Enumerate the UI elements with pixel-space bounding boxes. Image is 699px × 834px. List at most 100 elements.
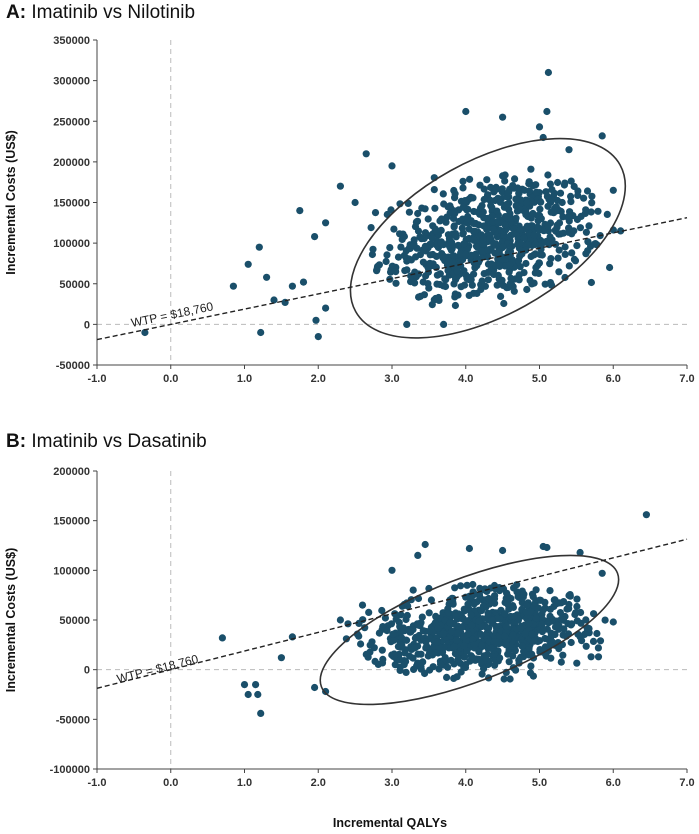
scatter-point [466,175,474,183]
scatter-point [510,612,518,621]
scatter-point [536,205,544,213]
panel-a-confidence-ellipse [349,137,627,339]
scatter-point [515,276,523,284]
scatter-point [561,273,569,282]
panel-b-scatter-points [218,511,651,718]
scatter-point [397,628,405,636]
scatter-point [554,178,562,187]
scatter-point [534,637,542,646]
scatter-point [428,651,437,659]
scatter-point [496,587,504,595]
panel-a-y-tick-label: 100000 [53,238,90,250]
scatter-point [527,608,535,616]
scatter-point [405,208,413,216]
scatter-point [431,204,439,212]
scatter-point [396,622,404,631]
scatter-point [400,232,408,241]
scatter-point [539,625,548,634]
scatter-point [391,661,399,669]
scatter-point [573,595,581,603]
scatter-point [417,662,425,671]
scatter-point [375,261,383,269]
scatter-point [475,617,483,625]
scatter-point [311,233,319,241]
scatter-point [529,593,537,601]
scatter-point [496,654,504,662]
scatter-point [491,599,499,607]
scatter-point [520,186,529,194]
scatter-point [470,641,479,649]
scatter-point [277,654,285,662]
scatter-point [500,299,508,308]
scatter-point [362,650,370,659]
scatter-point [358,601,367,609]
scatter-point [362,150,370,158]
scatter-point [371,657,379,666]
scatter-point [445,257,453,265]
scatter-point [543,543,551,552]
scatter-point [532,586,540,594]
scatter-point [368,250,376,259]
panel-a-y-tick-label: 50000 [59,279,90,291]
scatter-point [523,199,531,207]
scatter-point [461,663,470,672]
scatter-point [400,251,408,260]
scatter-point [509,182,517,190]
scatter-point [535,269,543,277]
scatter-point [541,634,549,643]
scatter-point [555,268,563,276]
scatter-point [494,217,502,226]
scatter-point [453,673,461,681]
scatter-point [322,304,330,312]
panel-a-y-tick-label: 200000 [53,157,90,169]
scatter-point [584,238,592,246]
scatter-point [437,239,445,247]
scatter-point [556,609,565,617]
scatter-point [459,203,467,211]
scatter-point [427,596,435,604]
panel-a-title: A: Imatinib vs Nilotinib [6,2,195,24]
scatter-point [505,658,513,666]
scatter-point [478,202,486,210]
scatter-point [501,221,509,229]
scatter-point [565,213,573,221]
scatter-point [512,195,520,203]
scatter-point [375,629,383,637]
scatter-point [525,620,533,628]
scatter-point [446,202,454,210]
scatter-point [598,132,606,140]
panel-b-wtp-line [96,538,688,689]
scatter-point [218,634,226,642]
scatter-point [229,282,237,290]
panel-a-y-tick-label: 150000 [53,198,90,210]
scatter-point [388,566,396,574]
panel-a-x-tick-label: 2.0 [311,373,326,385]
scatter-point [550,189,559,197]
scatter-point [312,316,320,324]
scatter-point [470,270,478,278]
scatter-point [609,618,617,626]
scatter-point [378,646,386,654]
scatter-point [458,224,466,232]
scatter-point [529,672,538,680]
scatter-point [491,661,499,669]
panel-b-chart: -100000 -50000 0 50000 100000 150000 200000 -1.… [4,466,695,789]
panel-b-y-tick-label: 0 [84,665,90,677]
scatter-point [497,292,505,300]
scatter-point [400,661,408,669]
scatter-point [553,621,561,629]
scatter-point [489,225,497,233]
scatter-point [389,630,397,638]
scatter-point [460,653,469,661]
scatter-point [555,645,563,653]
panel-b-confidence-ellipse [319,554,620,706]
scatter-point [537,596,545,604]
scatter-point [465,544,473,553]
scatter-point [508,242,516,250]
scatter-point [478,586,486,594]
scatter-point [506,210,514,218]
scatter-point [478,277,486,285]
panel-b-label: B: [6,431,27,452]
scatter-point [469,635,477,644]
scatter-point [257,709,265,718]
